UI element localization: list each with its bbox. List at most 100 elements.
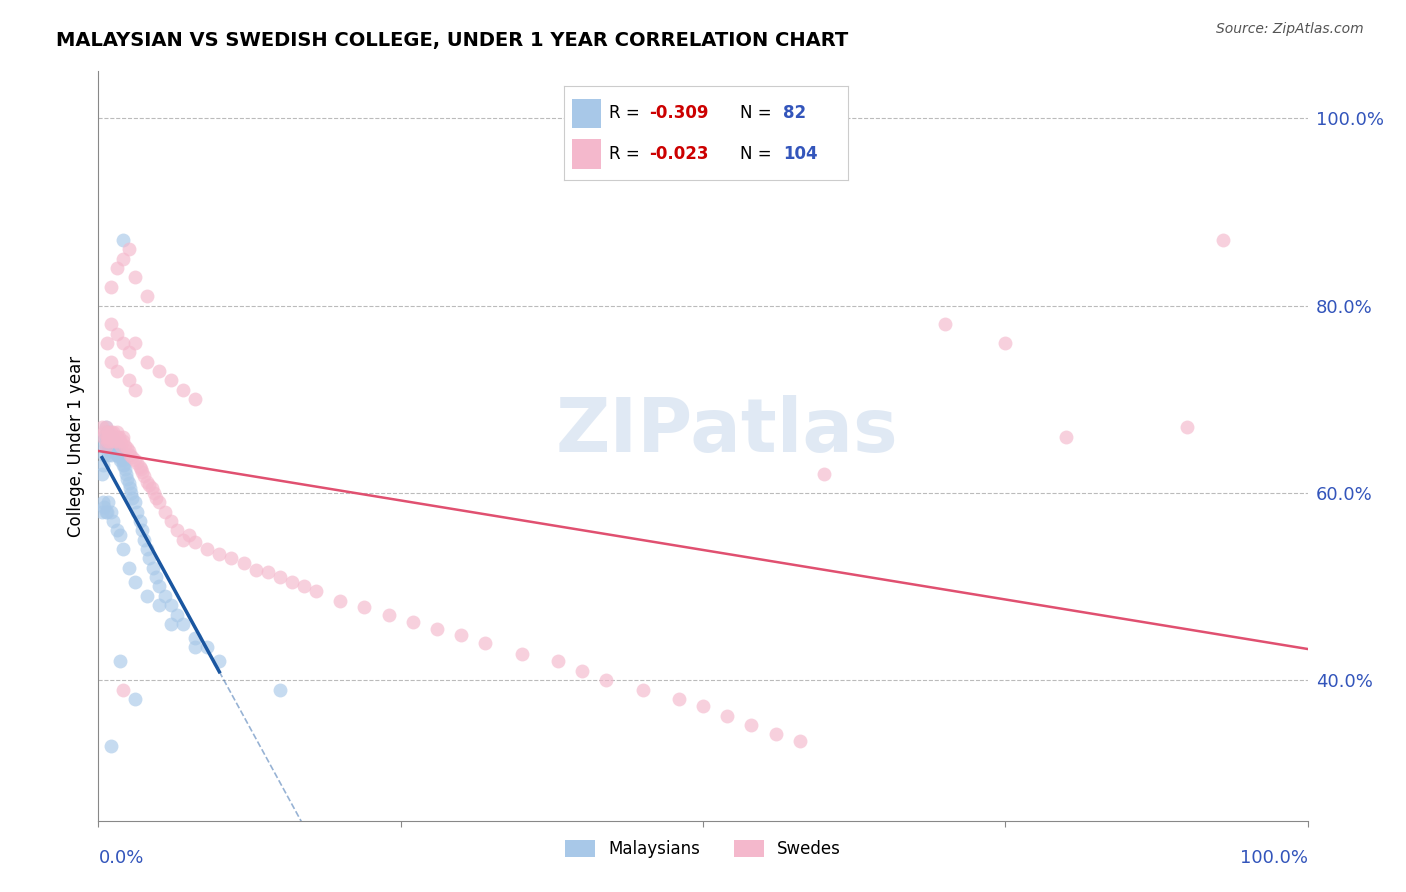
Point bbox=[97, 430, 120, 444]
Point bbox=[127, 505, 149, 519]
Point bbox=[101, 434, 124, 449]
Point bbox=[184, 392, 207, 407]
Point bbox=[100, 430, 122, 444]
Point bbox=[402, 615, 425, 629]
Point bbox=[108, 450, 131, 465]
Point bbox=[105, 261, 128, 276]
Point bbox=[138, 478, 160, 492]
Point bbox=[108, 434, 131, 449]
Point bbox=[98, 434, 121, 449]
Point bbox=[112, 458, 135, 472]
Point bbox=[120, 486, 142, 500]
Point bbox=[474, 635, 496, 649]
Point bbox=[716, 708, 738, 723]
Point bbox=[91, 495, 114, 509]
Text: Source: ZipAtlas.com: Source: ZipAtlas.com bbox=[1216, 22, 1364, 37]
Point bbox=[292, 580, 315, 594]
Point bbox=[245, 563, 267, 577]
Point bbox=[94, 430, 117, 444]
Point bbox=[510, 647, 533, 661]
Point bbox=[148, 495, 170, 509]
Point bbox=[377, 607, 399, 622]
Point bbox=[124, 336, 146, 351]
Point bbox=[96, 434, 118, 449]
Point bbox=[100, 434, 122, 449]
Point bbox=[994, 336, 1017, 351]
Point bbox=[105, 439, 128, 453]
Point bbox=[111, 233, 134, 247]
Point bbox=[94, 439, 117, 453]
Point bbox=[105, 425, 128, 439]
Point bbox=[765, 727, 787, 741]
Point bbox=[166, 523, 188, 537]
Point bbox=[108, 453, 131, 467]
Point bbox=[107, 434, 129, 449]
Point bbox=[98, 439, 121, 453]
Point bbox=[91, 439, 114, 453]
Point bbox=[172, 383, 194, 397]
Point bbox=[124, 383, 146, 397]
Point bbox=[124, 270, 146, 285]
Point bbox=[94, 420, 117, 434]
Point bbox=[118, 449, 141, 463]
Point bbox=[96, 430, 118, 444]
Point bbox=[547, 655, 569, 669]
Point bbox=[111, 682, 134, 697]
Point bbox=[100, 355, 122, 369]
Point bbox=[208, 547, 231, 561]
Point bbox=[103, 443, 125, 458]
Point bbox=[98, 430, 121, 444]
Point bbox=[172, 617, 194, 632]
Point bbox=[105, 326, 128, 341]
Point bbox=[153, 505, 176, 519]
Point bbox=[115, 467, 138, 482]
Point bbox=[813, 467, 835, 482]
Point bbox=[353, 600, 375, 615]
Point bbox=[179, 528, 201, 542]
Point bbox=[184, 534, 207, 549]
Point bbox=[103, 434, 125, 449]
Point bbox=[111, 336, 134, 351]
Point bbox=[934, 317, 956, 331]
Point bbox=[100, 280, 122, 294]
Point bbox=[134, 469, 156, 483]
Point bbox=[101, 439, 124, 453]
Point bbox=[94, 420, 117, 434]
Point bbox=[101, 443, 124, 458]
Point bbox=[160, 374, 183, 388]
Point bbox=[148, 580, 170, 594]
Point bbox=[118, 561, 141, 575]
Point bbox=[692, 699, 714, 714]
Point bbox=[108, 528, 131, 542]
Point bbox=[91, 505, 114, 519]
Point bbox=[740, 718, 762, 732]
Point bbox=[117, 441, 139, 455]
Point bbox=[141, 481, 163, 495]
Point bbox=[93, 500, 115, 514]
Point bbox=[129, 462, 152, 476]
Point bbox=[97, 449, 120, 463]
Point bbox=[94, 505, 117, 519]
Point bbox=[160, 599, 183, 613]
Point bbox=[232, 556, 254, 570]
Point bbox=[131, 523, 153, 537]
Point bbox=[91, 420, 114, 434]
Point bbox=[124, 692, 146, 706]
Point bbox=[110, 449, 132, 463]
Point bbox=[127, 456, 149, 470]
Point bbox=[100, 505, 122, 519]
Legend: Malaysians, Swedes: Malaysians, Swedes bbox=[558, 833, 848, 864]
Text: 100.0%: 100.0% bbox=[1240, 849, 1308, 867]
Point bbox=[256, 566, 278, 580]
Point bbox=[118, 476, 141, 491]
Point bbox=[135, 589, 157, 603]
Point bbox=[118, 243, 141, 257]
Point bbox=[135, 475, 157, 489]
Point bbox=[101, 434, 124, 449]
Point bbox=[128, 459, 150, 474]
Y-axis label: College, Under 1 year: College, Under 1 year bbox=[67, 355, 86, 537]
Point bbox=[111, 458, 134, 472]
Point bbox=[138, 551, 160, 566]
Point bbox=[184, 631, 207, 645]
Point bbox=[172, 533, 194, 547]
